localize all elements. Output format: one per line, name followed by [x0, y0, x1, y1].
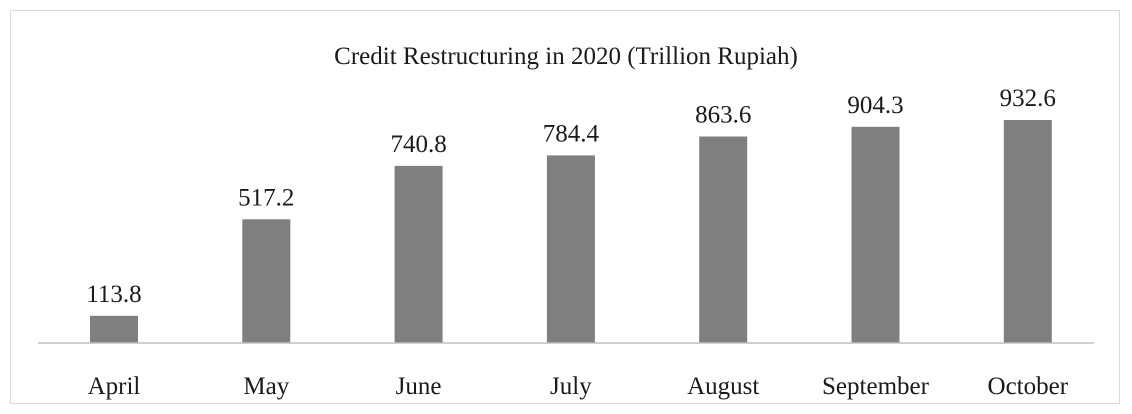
bar-july	[546, 155, 595, 343]
chart-title: Credit Restructuring in 2020 (Trillion R…	[334, 43, 798, 70]
x-tick-label-june: June	[396, 373, 442, 400]
bars-group	[90, 120, 1052, 343]
data-label-april: 113.8	[86, 281, 141, 308]
x-tick-label-may: May	[243, 373, 289, 400]
data-label-september: 904.3	[847, 92, 903, 119]
x-tick-label-april: April	[88, 373, 141, 400]
x-tick-label-september: September	[822, 373, 930, 400]
data-label-july: 784.4	[543, 120, 600, 147]
data-label-june: 740.8	[390, 131, 446, 158]
data-label-august: 863.6	[695, 102, 751, 129]
x-tick-label-july: July	[550, 373, 592, 400]
x-tick-label-october: October	[988, 373, 1069, 400]
x-tick-label-august: August	[687, 373, 759, 400]
data-label-may: 517.2	[238, 184, 294, 211]
bar-august	[699, 136, 748, 343]
data-labels-group: 113.8 517.2 740.8 784.4 863.6 904.3 932.6	[86, 85, 1056, 308]
bar-june	[394, 165, 443, 343]
data-label-october: 932.6	[1000, 85, 1056, 112]
x-tick-labels-group: April May June July August September October	[88, 373, 1069, 400]
bar-october	[1003, 120, 1052, 343]
bar-may	[242, 219, 291, 343]
bar-september	[851, 126, 900, 343]
bar-april	[90, 315, 138, 343]
